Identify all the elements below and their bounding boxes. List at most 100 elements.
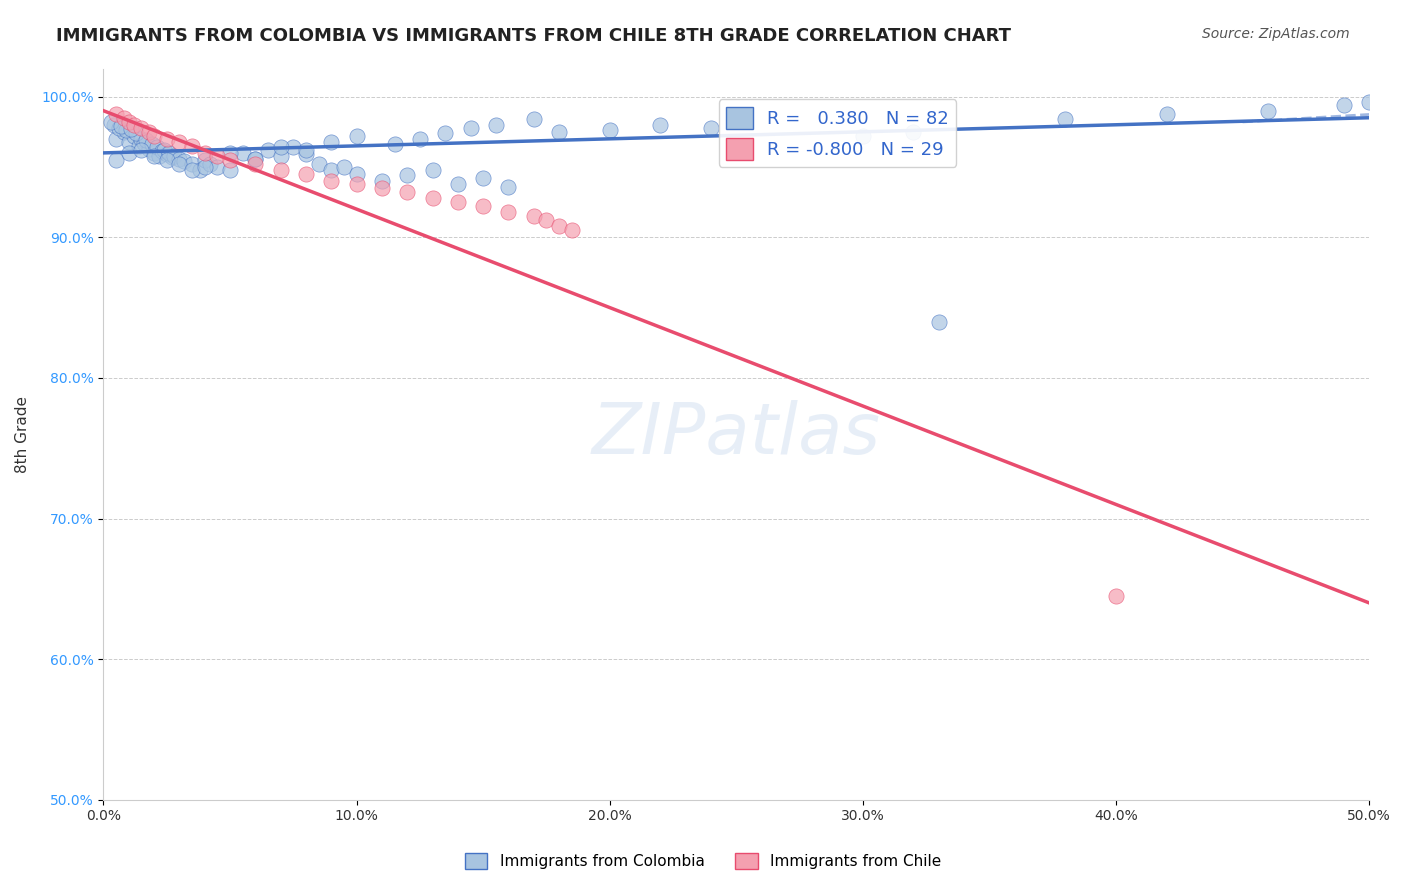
Point [135, 133, 157, 147]
Point [270, 149, 292, 163]
Point [422, 191, 444, 205]
Point [396, 169, 419, 183]
Point [346, 167, 368, 181]
Point [143, 128, 166, 143]
Point [308, 157, 330, 171]
Point [194, 145, 217, 160]
Legend: Immigrants from Colombia, Immigrants from Chile: Immigrants from Colombia, Immigrants fro… [458, 847, 948, 875]
Point [181, 139, 204, 153]
Point [207, 160, 229, 174]
Point [498, 179, 520, 194]
Point [207, 149, 229, 163]
Point [1257, 103, 1279, 118]
Point [371, 181, 394, 195]
Point [156, 132, 179, 146]
Point [198, 157, 221, 171]
Point [523, 209, 546, 223]
Point [384, 137, 406, 152]
Point [105, 106, 128, 120]
Point [257, 143, 280, 157]
Point [409, 132, 432, 146]
Point [131, 132, 153, 146]
Point [115, 123, 138, 137]
Point [245, 152, 267, 166]
Point [548, 219, 571, 233]
Point [138, 125, 160, 139]
Point [169, 135, 191, 149]
Point [150, 145, 173, 159]
Point [548, 125, 571, 139]
Text: IMMIGRANTS FROM COLOMBIA VS IMMIGRANTS FROM CHILE 8TH GRADE CORRELATION CHART: IMMIGRANTS FROM COLOMBIA VS IMMIGRANTS F… [56, 27, 1011, 45]
Point [181, 157, 204, 171]
Point [270, 162, 292, 177]
Point [321, 135, 343, 149]
Point [194, 160, 217, 174]
Point [321, 174, 343, 188]
Point [157, 145, 180, 160]
Y-axis label: 8th Grade: 8th Grade [15, 396, 30, 473]
Text: Source: ZipAtlas.com: Source: ZipAtlas.com [1202, 27, 1350, 41]
Point [112, 125, 135, 139]
Point [163, 149, 186, 163]
Point [346, 177, 368, 191]
Point [460, 120, 482, 135]
Text: ZIPatlas: ZIPatlas [592, 400, 880, 468]
Point [650, 118, 672, 132]
Point [122, 128, 145, 143]
Point [245, 157, 267, 171]
Point [472, 199, 495, 213]
Point [148, 149, 170, 163]
Point [219, 153, 242, 167]
Point [928, 315, 950, 329]
Point [295, 147, 318, 161]
Point [110, 119, 132, 133]
Point [1054, 112, 1077, 127]
Point [107, 120, 129, 135]
Point [145, 140, 167, 154]
Point [156, 153, 179, 167]
Point [498, 205, 520, 219]
Point [112, 111, 135, 125]
Point [131, 143, 153, 157]
Point [1358, 95, 1381, 110]
Point [295, 167, 318, 181]
Point [118, 115, 141, 129]
Point [283, 140, 305, 154]
Point [118, 145, 141, 160]
Point [143, 149, 166, 163]
Point [422, 162, 444, 177]
Point [1105, 589, 1128, 603]
Point [447, 195, 470, 210]
Point [173, 154, 195, 169]
Point [122, 118, 145, 132]
Point [434, 126, 457, 140]
Point [447, 177, 470, 191]
Point [903, 125, 925, 139]
Point [169, 157, 191, 171]
Point [132, 136, 155, 150]
Point [485, 118, 508, 132]
Point [561, 223, 583, 237]
Legend: R =   0.380   N = 82, R = -0.800   N = 29: R = 0.380 N = 82, R = -0.800 N = 29 [718, 100, 956, 167]
Point [472, 171, 495, 186]
Point [1156, 106, 1178, 120]
Point [118, 135, 141, 149]
Point [219, 162, 242, 177]
Point [105, 132, 128, 146]
Point [245, 152, 267, 166]
Point [160, 150, 183, 164]
Point [346, 128, 368, 143]
Point [120, 122, 142, 136]
Point [700, 120, 723, 135]
Point [396, 186, 419, 200]
Point [371, 174, 394, 188]
Point [599, 123, 621, 137]
Point [194, 153, 217, 167]
Point [1333, 98, 1355, 112]
Point [523, 112, 546, 127]
Point [232, 145, 254, 160]
Point [169, 152, 191, 166]
Point [188, 162, 211, 177]
Point [295, 143, 318, 157]
Point [333, 160, 356, 174]
